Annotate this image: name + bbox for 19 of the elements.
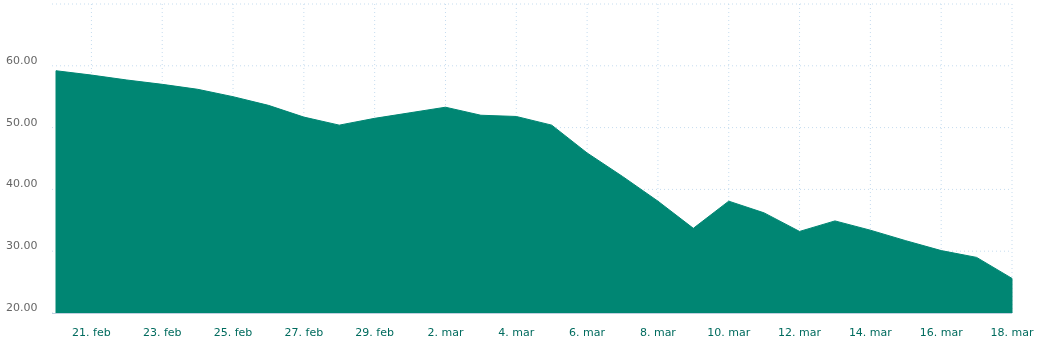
y-tick-label: 20.00 xyxy=(6,301,38,314)
x-tick-label: 8. mar xyxy=(639,326,677,339)
y-tick-label: 50.00 xyxy=(6,115,38,129)
x-tick-label: 10. mar xyxy=(707,326,751,339)
x-tick-label: 23. feb xyxy=(142,326,182,339)
y-tick-label: 30.00 xyxy=(6,239,38,253)
x-tick-label: 16. mar xyxy=(919,326,964,339)
x-tick-label: 18. mar xyxy=(990,326,1034,339)
x-tick-label: 25. feb xyxy=(213,326,253,339)
x-tick-label: 21. feb xyxy=(72,326,111,339)
x-tick-label: 4. mar xyxy=(498,326,535,339)
x-tick-label: 12. mar xyxy=(778,326,822,339)
x-tick-label: 14. mar xyxy=(848,326,893,339)
y-tick-label: 40.00 xyxy=(6,177,38,191)
y-tick-label: 60.00 xyxy=(6,53,38,67)
x-tick-label: 29. feb xyxy=(355,326,394,339)
x-tick-label: 6. mar xyxy=(569,326,606,339)
x-tick-label: 27. feb xyxy=(284,326,324,339)
x-tick-label: 2. mar xyxy=(427,326,464,339)
